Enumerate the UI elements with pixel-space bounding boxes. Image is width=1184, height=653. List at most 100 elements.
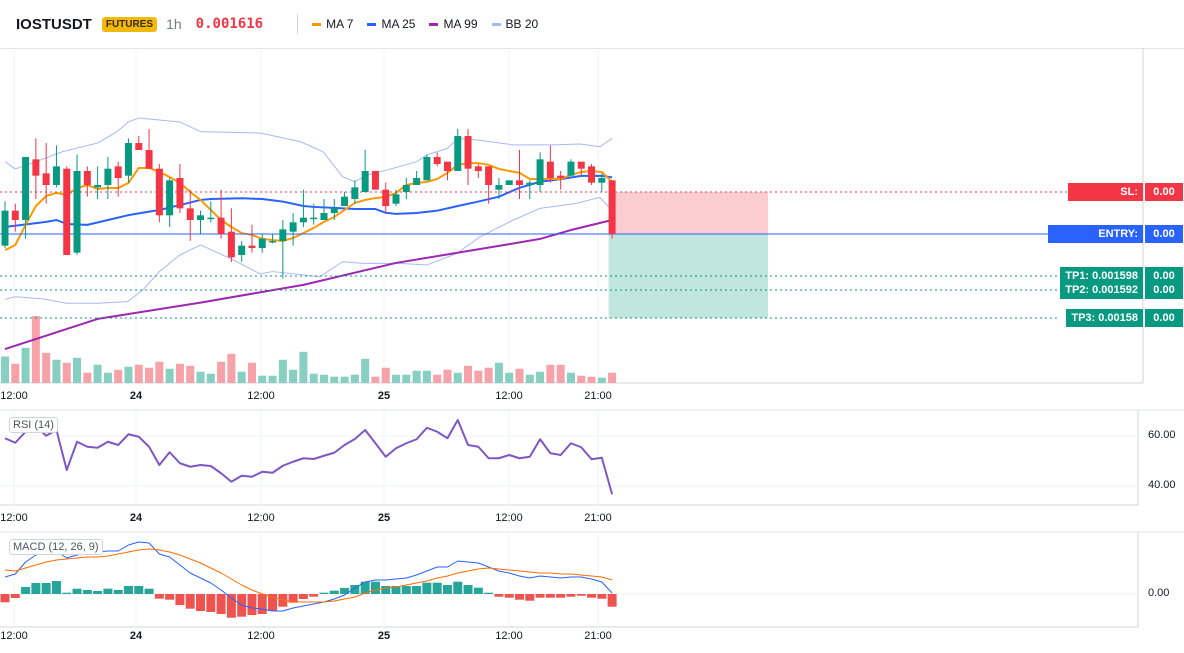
- volume-bar: [186, 365, 195, 383]
- macd-histogram-bar: [62, 592, 72, 594]
- candle-body: [392, 194, 400, 204]
- candle: [598, 173, 606, 193]
- candle: [52, 145, 60, 188]
- candle-body: [11, 210, 19, 221]
- macd-histogram-bar: [329, 590, 339, 594]
- volume-bar: [42, 352, 51, 383]
- tp3-price-label: TP3: 0.00158: [1066, 308, 1143, 327]
- time-axis-label: 24: [129, 512, 143, 524]
- time-axis-label: 12:00: [495, 390, 523, 402]
- legend-swatch: [367, 22, 377, 26]
- macd-histogram-bar: [206, 594, 216, 612]
- macd-histogram-bar: [196, 594, 206, 611]
- tp1-pnl-label: 0.00: [1145, 266, 1183, 285]
- candle: [114, 161, 122, 197]
- macd-histogram-bar: [72, 588, 82, 594]
- candle: [238, 240, 246, 262]
- macd-histogram-bar: [556, 594, 566, 598]
- macd-histogram-bar: [566, 594, 576, 597]
- candle: [207, 201, 215, 223]
- macd-histogram-bar: [597, 594, 607, 599]
- volume-bar: [422, 370, 431, 383]
- candle-body: [63, 168, 71, 255]
- last-price: 0.001616: [195, 16, 264, 32]
- candle: [73, 154, 81, 255]
- volume-bar: [165, 368, 174, 383]
- macd-histogram-bar: [21, 587, 31, 594]
- candle: [567, 159, 575, 176]
- candle-body: [330, 208, 338, 214]
- volume-bar: [330, 376, 339, 383]
- time-axis-label: 12:00: [0, 630, 28, 642]
- macd-histogram-bar: [319, 592, 329, 594]
- volume-bar: [505, 372, 514, 383]
- volume-bar: [103, 372, 112, 383]
- candle-body: [567, 161, 575, 176]
- candle-body: [577, 161, 585, 169]
- legend-item[interactable]: BB 20: [491, 17, 538, 31]
- time-axis-label: 12:00: [247, 630, 275, 642]
- volume-bar: [237, 371, 246, 383]
- volume-bar: [340, 376, 349, 383]
- volume-bar: [258, 375, 267, 383]
- candle-body: [351, 187, 359, 200]
- legend-item[interactable]: MA 99: [429, 17, 478, 31]
- take-profit-zone: [608, 234, 768, 318]
- ma99-line: [4, 219, 613, 350]
- candle: [186, 189, 194, 241]
- candle: [289, 213, 297, 246]
- volume-bar: [268, 375, 277, 383]
- macd-histogram-bar: [51, 581, 61, 594]
- macd-histogram-bar: [432, 582, 442, 594]
- time-axis-label: 25: [377, 390, 391, 402]
- candle: [227, 208, 235, 262]
- candle-body: [124, 143, 132, 176]
- legend-swatch: [491, 22, 501, 26]
- macd-histogram-bar: [391, 586, 401, 594]
- candle-body: [155, 168, 163, 216]
- candle-body: [423, 157, 431, 181]
- volume-bar: [350, 374, 359, 383]
- candle-body: [320, 213, 328, 221]
- volume-bar: [206, 373, 215, 383]
- candle: [608, 180, 616, 239]
- candle-body: [382, 189, 390, 207]
- volume-bar: [381, 367, 390, 383]
- candle-body: [289, 222, 297, 232]
- volume-bar: [247, 362, 256, 383]
- volume-bar: [577, 375, 586, 383]
- rsi-axis-label: 40.00: [1148, 479, 1176, 491]
- macd-indicator-tag: MACD (12, 26, 9): [9, 539, 103, 555]
- macd-histogram-bar: [442, 585, 452, 594]
- time-axis-label: 21:00: [584, 630, 612, 642]
- candle: [402, 178, 410, 200]
- candle-body: [73, 171, 81, 253]
- divider: [297, 14, 299, 34]
- legend-item[interactable]: MA 25: [367, 17, 415, 31]
- timeframe-selector[interactable]: 1h: [166, 16, 182, 32]
- time-axis-label: 12:00: [0, 390, 28, 402]
- candle: [83, 166, 91, 197]
- legend-item[interactable]: MA 7: [312, 17, 353, 31]
- macd-histogram-bar: [82, 590, 92, 594]
- macd-histogram-bar: [31, 583, 41, 594]
- volume-bar: [443, 369, 452, 383]
- candle-body: [258, 238, 266, 248]
- bollinger-upper-line: [4, 117, 613, 183]
- candle: [63, 166, 71, 255]
- candle: [536, 152, 544, 193]
- candle-body: [433, 157, 441, 165]
- volume-bar: [474, 370, 483, 383]
- candle: [320, 199, 328, 221]
- candle: [526, 180, 534, 200]
- candle: [32, 138, 40, 200]
- candle-body: [52, 166, 60, 186]
- candle: [495, 178, 503, 200]
- volume-bar: [556, 364, 565, 383]
- macd-histogram-bar: [370, 581, 380, 594]
- candle-body: [279, 229, 287, 241]
- volume-bar: [299, 351, 308, 383]
- volume-bar: [114, 369, 123, 383]
- candle: [413, 171, 421, 186]
